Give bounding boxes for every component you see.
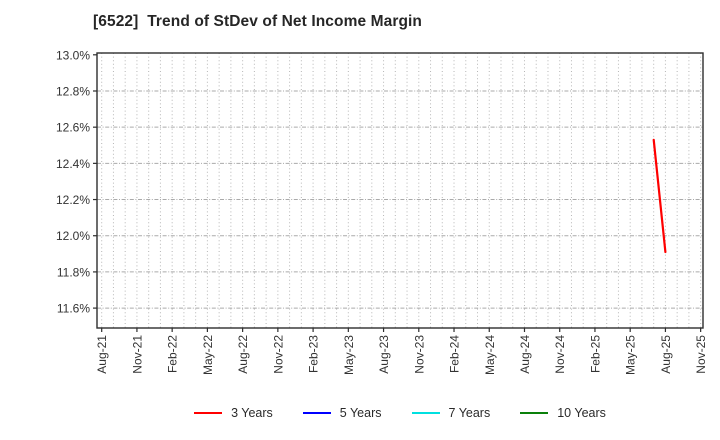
x-tick-label: Nov-24 [553, 335, 567, 374]
x-tick-label: Aug-23 [377, 335, 391, 374]
y-tick-label: 12.4% [56, 157, 90, 171]
x-tick-label: May-25 [624, 335, 638, 375]
series-line-3-years [652, 138, 667, 254]
legend-label-3-years: 3 Years [231, 406, 273, 420]
y-tick-label: 12.6% [56, 121, 90, 135]
chart-legend: 3 Years 5 Years 7 Years 10 Years [97, 406, 703, 420]
y-tick-label: 12.2% [56, 193, 90, 207]
y-tick-label: 12.8% [56, 84, 90, 98]
x-tick-label: Feb-25 [588, 335, 602, 373]
x-tick-label: May-23 [342, 335, 356, 375]
chart-title: [6522] Trend of StDev of Net Income Marg… [93, 13, 422, 30]
legend-label-7-years: 7 Years [448, 406, 491, 420]
x-tick-label: Aug-22 [236, 335, 250, 374]
legend-line-swatch-3-years-icon [194, 412, 223, 414]
legend-line-swatch-5-years-icon [302, 412, 331, 414]
legend-line-swatch-10-years-icon [520, 412, 549, 414]
legend-label-10-years: 10 Years [557, 406, 606, 420]
x-tick-label: Nov-22 [271, 335, 285, 374]
x-tick-label: Nov-21 [130, 335, 144, 374]
x-tick-label: Nov-25 [694, 335, 708, 374]
legend-item-7-years: 7 Years [411, 406, 491, 420]
legend-item-3-years: 3 Years [194, 406, 273, 420]
legend-label-5-years: 5 Years [339, 406, 382, 420]
x-tick-label: May-22 [201, 335, 215, 375]
plot-border [96, 52, 704, 329]
y-tick-label: 11.6% [57, 302, 90, 316]
y-tick-label: 11.8% [57, 265, 90, 279]
legend-line-swatch-7-years-icon [411, 412, 440, 414]
x-tick-label: Feb-22 [166, 335, 180, 373]
x-tick-label: Aug-21 [95, 335, 109, 374]
x-tick-label: Nov-23 [412, 335, 426, 374]
legend-item-10-years: 10 Years [520, 406, 606, 420]
x-tick-label: May-24 [483, 335, 497, 375]
x-tick-label: Feb-23 [307, 335, 321, 373]
x-tick-label: Aug-24 [518, 335, 532, 374]
x-tick-label: Aug-25 [659, 335, 673, 374]
y-tick-label: 13.0% [56, 48, 90, 62]
x-tick-label: Feb-24 [448, 335, 462, 373]
legend-item-5-years: 5 Years [302, 406, 382, 420]
y-tick-label: 12.0% [56, 229, 90, 243]
